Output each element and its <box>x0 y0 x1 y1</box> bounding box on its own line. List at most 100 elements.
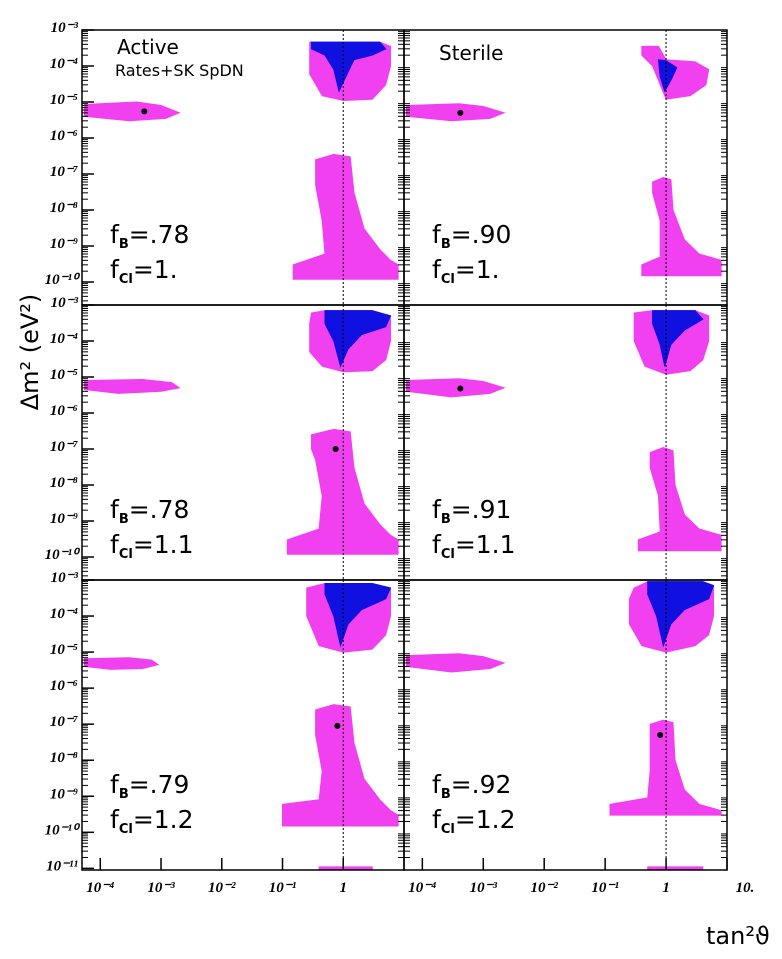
x-tick-label: 1 <box>662 880 670 896</box>
y-tick-label: 10⁻⁹ <box>50 786 78 802</box>
annotation-subscript: B <box>441 512 451 527</box>
allowed-region <box>84 378 181 394</box>
annotation-symbol: f <box>110 530 120 559</box>
annotation: fCl=1. <box>432 255 500 287</box>
annotation-value: =1.1 <box>455 530 516 559</box>
y-tick-label: 10⁻⁵ <box>50 642 78 658</box>
annotation: fCl=1.1 <box>432 530 516 562</box>
y-tick-label: 10⁻⁴ <box>50 606 78 622</box>
allowed-region <box>637 446 722 552</box>
annotation-subscript: Cl <box>119 272 133 287</box>
y-tick-label: 10⁻³ <box>51 20 79 36</box>
annotation: fCl=1. <box>110 255 178 287</box>
y-tick-label: 10⁻⁸ <box>50 200 78 216</box>
y-tick-label: 10⁻³ <box>51 570 79 586</box>
annotation-symbol: f <box>432 805 442 834</box>
annotation-value: =1. <box>133 255 178 284</box>
annotation: fB=.79 <box>110 770 189 802</box>
x-tick-label: 10⁻² <box>530 880 558 896</box>
annotation-subscript: Cl <box>119 822 133 837</box>
y-tick-label: 10⁻⁷ <box>50 164 79 180</box>
y-tick-label: 10⁻⁸ <box>50 475 78 491</box>
annotation-subscript: B <box>119 512 129 527</box>
best-fit-point <box>457 109 464 116</box>
annotation-symbol: f <box>110 770 120 799</box>
y-tick-label: 10⁻⁶ <box>50 678 78 694</box>
annotation-symbol: f <box>110 255 120 284</box>
annotation-value: =.79 <box>129 770 190 799</box>
annotation-value: =1.2 <box>133 805 194 834</box>
allowed-region <box>324 583 392 648</box>
annotation: fCl=1.1 <box>110 530 194 562</box>
y-tick-label: 10⁻⁴ <box>50 331 78 347</box>
annotation-symbol: f <box>432 255 442 284</box>
annotation: fCl=1.2 <box>110 805 194 837</box>
x-tick-label: 10⁻⁴ <box>86 880 114 896</box>
y-tick-label: 10⁻¹¹ <box>46 858 78 874</box>
best-fit-point <box>457 385 464 392</box>
allowed-region <box>406 103 506 122</box>
allowed-region <box>311 41 387 93</box>
annotation: fB=.92 <box>432 770 511 802</box>
annotation-subscript: B <box>119 787 129 802</box>
allowed-region <box>641 45 710 100</box>
y-tick-label: 10⁻⁵ <box>50 92 78 108</box>
annotation-subscript: Cl <box>441 272 455 287</box>
panel <box>406 30 722 305</box>
allowed-region <box>84 657 160 670</box>
y-tick-label: 10⁻¹⁰ <box>45 547 81 563</box>
annotation-subscript: B <box>441 237 451 252</box>
allowed-region <box>647 866 704 870</box>
panel-frame <box>403 579 728 871</box>
y-tick-label: 10⁻¹⁰ <box>45 272 81 288</box>
allowed-region <box>282 704 399 827</box>
annotation-subscript: B <box>119 237 129 252</box>
annotation-symbol: f <box>432 495 442 524</box>
panel <box>84 30 399 305</box>
y-tick-label: 10⁻⁶ <box>50 403 78 419</box>
y-tick-label: 10⁻⁷ <box>50 714 79 730</box>
annotation-symbol: f <box>110 220 120 249</box>
allowed-region <box>641 176 722 277</box>
y-tick-label: 10⁻⁸ <box>50 750 78 766</box>
allowed-region <box>84 101 181 122</box>
annotation-value: =.91 <box>451 495 512 524</box>
x-tick-label: 10⁻⁴ <box>408 880 436 896</box>
allowed-region <box>657 59 678 93</box>
annotation-symbol: f <box>110 805 120 834</box>
allowed-region <box>406 378 506 398</box>
x-tick-label: 10⁻³ <box>147 880 175 896</box>
annotation: fB=.78 <box>110 495 189 527</box>
annotation-value: =.78 <box>129 495 190 524</box>
panel-title: Sterile <box>439 41 503 65</box>
panel <box>84 580 399 870</box>
allowed-region <box>647 581 715 648</box>
best-fit-point <box>332 446 339 453</box>
allowed-region <box>609 719 722 816</box>
annotation-value: =1.1 <box>133 530 194 559</box>
annotation-subscript: Cl <box>441 547 455 562</box>
y-tick-label: 10⁻³ <box>51 295 79 311</box>
y-tick-label: 10⁻⁹ <box>50 236 78 252</box>
panel-title: Active <box>117 35 179 59</box>
annotation: fB=.91 <box>432 495 511 527</box>
annotation: fB=.90 <box>432 220 511 252</box>
annotation-value: =.92 <box>451 770 512 799</box>
allowed-region <box>286 428 399 555</box>
y-tick-label: 10⁻⁹ <box>50 511 78 527</box>
annotation-value: =.90 <box>451 220 512 249</box>
annotation-value: =1. <box>455 255 500 284</box>
y-tick-label: 10⁻⁴ <box>50 56 78 72</box>
annotation-symbol: f <box>432 530 442 559</box>
y-axis-label: Δm² (eV²) <box>16 294 44 411</box>
allowed-region <box>324 310 392 368</box>
y-tick-label: 10⁻⁷ <box>50 439 79 455</box>
best-fit-point <box>141 108 148 115</box>
x-tick-label: 10⁻² <box>208 880 236 896</box>
x-tick-label: 10. <box>736 880 755 896</box>
x-axis-label: tan²ϑ <box>706 922 770 950</box>
y-tick-label: 10⁻⁵ <box>50 367 78 383</box>
panel <box>406 305 722 580</box>
annotation-symbol: f <box>432 770 442 799</box>
